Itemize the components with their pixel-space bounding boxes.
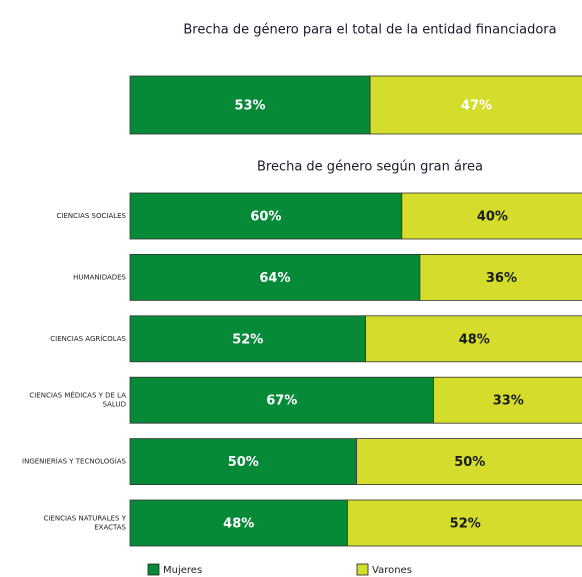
category-label: CIENCIAS AGRÍCOLAS	[50, 334, 126, 343]
bar-segment	[129, 192, 403, 240]
bar-segment	[419, 253, 582, 301]
bar-segment	[129, 253, 421, 301]
category-label: HUMANIDADES	[73, 273, 126, 281]
value-label: 52%	[232, 332, 263, 347]
bar-segment	[129, 75, 371, 135]
bar-segment	[433, 376, 582, 424]
category-label: CIENCIAS MÉDICAS Y DE LA SALUD	[29, 391, 126, 409]
bar-segment	[365, 315, 582, 363]
bar-segment	[129, 315, 366, 363]
value-label: 33%	[493, 394, 524, 409]
bar-segment	[401, 192, 582, 240]
value-label: 52%	[450, 517, 481, 532]
category-label: CIENCIAS SOCIALES	[57, 212, 127, 220]
value-label: 48%	[459, 332, 490, 347]
value-label: 53%	[234, 99, 265, 114]
value-label: 48%	[223, 517, 254, 532]
category-label: CIENCIAS NATURALES Y EXACTAS	[43, 515, 126, 532]
value-label: 64%	[259, 271, 290, 286]
chart-title: Brecha de género según gran área	[257, 160, 483, 175]
bar-segment	[347, 499, 582, 547]
legend-label: Mujeres	[163, 565, 202, 576]
bar-segment	[129, 499, 348, 547]
bar-segment	[129, 376, 434, 424]
value-label: 67%	[266, 394, 297, 409]
legend-label: Varones	[372, 565, 412, 576]
value-label: 40%	[477, 210, 508, 225]
bar-segment	[356, 438, 582, 486]
value-label: 50%	[454, 455, 485, 470]
category-label: INGENIERÍAS Y TECNOLOGÍAS	[22, 457, 127, 466]
value-label: 36%	[486, 271, 517, 286]
legend-swatch	[147, 563, 160, 576]
value-label: 60%	[250, 210, 281, 225]
legend-swatch	[356, 563, 369, 576]
bar-segment	[369, 75, 582, 135]
bar-segment	[129, 438, 357, 486]
chart-title: Brecha de género para el total de la ent…	[183, 23, 556, 38]
value-label: 47%	[461, 99, 492, 114]
value-label: 50%	[228, 455, 259, 470]
